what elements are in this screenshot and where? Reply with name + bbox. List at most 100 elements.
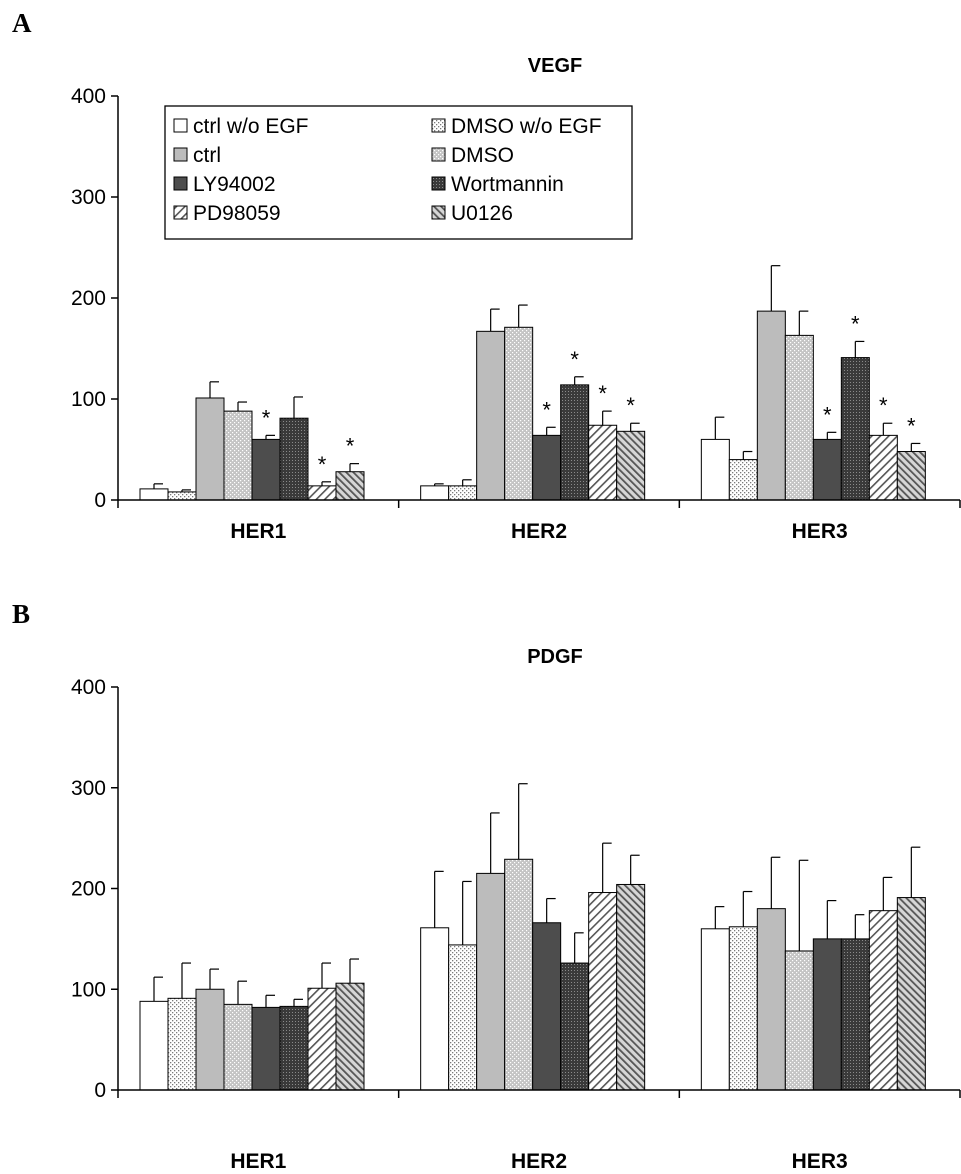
bar (588, 424, 618, 501)
legend: ctrl w/o EGF DMSO w/o EGF ctrl DMSO LY94002 W… (164, 105, 633, 240)
significance-star: * (907, 413, 916, 438)
chart-pdgf: 0 100 200 300 400 HER1 HER2 HER3 (71, 676, 961, 1173)
legend-label-ctrl-w-o-egf: ctrl w/o EGF (193, 115, 309, 138)
significance-star: * (570, 347, 579, 372)
bar (195, 397, 225, 501)
y-tick-label: 100 (71, 388, 106, 411)
legend-swatch-dmso-w-o-egf (431, 118, 446, 133)
significance-star: * (879, 393, 888, 418)
legend-swatch-ctrl (173, 147, 188, 162)
y-tick-label: 300 (71, 186, 106, 209)
legend-box (164, 105, 633, 240)
category-label-her2: HER2 (511, 1150, 567, 1173)
panel-letter-a: A (12, 8, 32, 38)
bar (420, 485, 450, 501)
bar (307, 987, 337, 1091)
chart-title-pdgf: PDGF (527, 646, 583, 668)
y-tick-label: 400 (71, 676, 106, 699)
bar (560, 384, 590, 501)
significance-star: * (851, 311, 860, 336)
significance-star: * (542, 397, 551, 422)
bar (756, 310, 786, 501)
y-tick-label: 400 (71, 85, 106, 108)
bar (420, 927, 450, 1091)
legend-swatch-ly94002 (173, 176, 188, 191)
bar (307, 485, 337, 501)
bar (139, 1000, 169, 1091)
significance-star: * (823, 402, 832, 427)
significance-star: * (598, 381, 607, 406)
bar (251, 438, 281, 501)
y-tick-label: 300 (71, 777, 106, 800)
bar (167, 997, 197, 1091)
bar (504, 858, 534, 1091)
bar (896, 897, 926, 1091)
bar (784, 334, 814, 501)
significance-star: * (262, 405, 271, 430)
legend-label-dmso-w-o-egf: DMSO w/o EGF (451, 115, 602, 138)
legend-swatch-wortmannin (431, 176, 446, 191)
bar (896, 451, 926, 501)
category-label-her2: HER2 (511, 520, 567, 543)
significance-star: * (346, 434, 355, 459)
bar (335, 471, 365, 501)
bar (195, 988, 225, 1091)
bar (700, 928, 730, 1091)
bar (868, 434, 898, 501)
legend-label-ctrl: ctrl (193, 144, 221, 167)
bar (223, 1003, 253, 1091)
bar (279, 1005, 309, 1091)
bar (476, 330, 506, 501)
bar (167, 491, 197, 501)
chart-vegf: 0 100 200 300 400 * * * HER1 * * * * HER2 * * * * HER3 (71, 85, 961, 543)
legend-swatch-u0126 (431, 205, 446, 220)
significance-star: * (318, 452, 327, 477)
bar (532, 434, 562, 501)
bar (448, 485, 478, 501)
bar (868, 910, 898, 1091)
y-tick-label: 100 (71, 978, 106, 1001)
legend-label-dmso: DMSO (451, 144, 514, 167)
significance-star: * (626, 393, 635, 418)
legend-label-pd98059: PD98059 (193, 202, 281, 225)
bar (139, 488, 169, 501)
bar (700, 438, 730, 501)
category-label-her1: HER1 (230, 1150, 286, 1173)
legend-swatch-pd98059 (173, 205, 188, 220)
bar (251, 1006, 281, 1091)
bar (448, 944, 478, 1091)
bar (616, 883, 646, 1091)
category-label-her1: HER1 (230, 520, 286, 543)
y-tick-label: 200 (71, 287, 106, 310)
y-tick-label: 200 (71, 878, 106, 901)
bar (223, 410, 253, 501)
bar (840, 357, 870, 501)
legend-label-u0126: U0126 (451, 202, 513, 225)
bar (812, 438, 842, 501)
bar (560, 962, 590, 1091)
bar (840, 938, 870, 1091)
bar (532, 922, 562, 1091)
legend-swatch-dmso (431, 147, 446, 162)
bar (335, 982, 365, 1091)
bar (504, 326, 534, 501)
bar (728, 459, 758, 501)
category-label-her3: HER3 (792, 1150, 848, 1173)
category-label-her3: HER3 (792, 520, 848, 543)
bar (756, 908, 786, 1091)
y-tick-label: 0 (94, 489, 106, 512)
legend-swatch-ctrl-w-o-egf (173, 118, 188, 133)
y-tick-label: 0 (94, 1079, 106, 1102)
legend-label-wortmannin: Wortmannin (451, 173, 564, 196)
bar (728, 926, 758, 1091)
bar (616, 430, 646, 501)
bar (812, 938, 842, 1091)
chart-title-vegf: VEGF (528, 55, 582, 77)
legend-label-ly94002: LY94002 (193, 173, 276, 196)
bar (784, 950, 814, 1091)
bar (476, 872, 506, 1091)
panel-letter-b: B (12, 599, 30, 629)
bar (588, 892, 618, 1091)
bar (279, 417, 309, 501)
